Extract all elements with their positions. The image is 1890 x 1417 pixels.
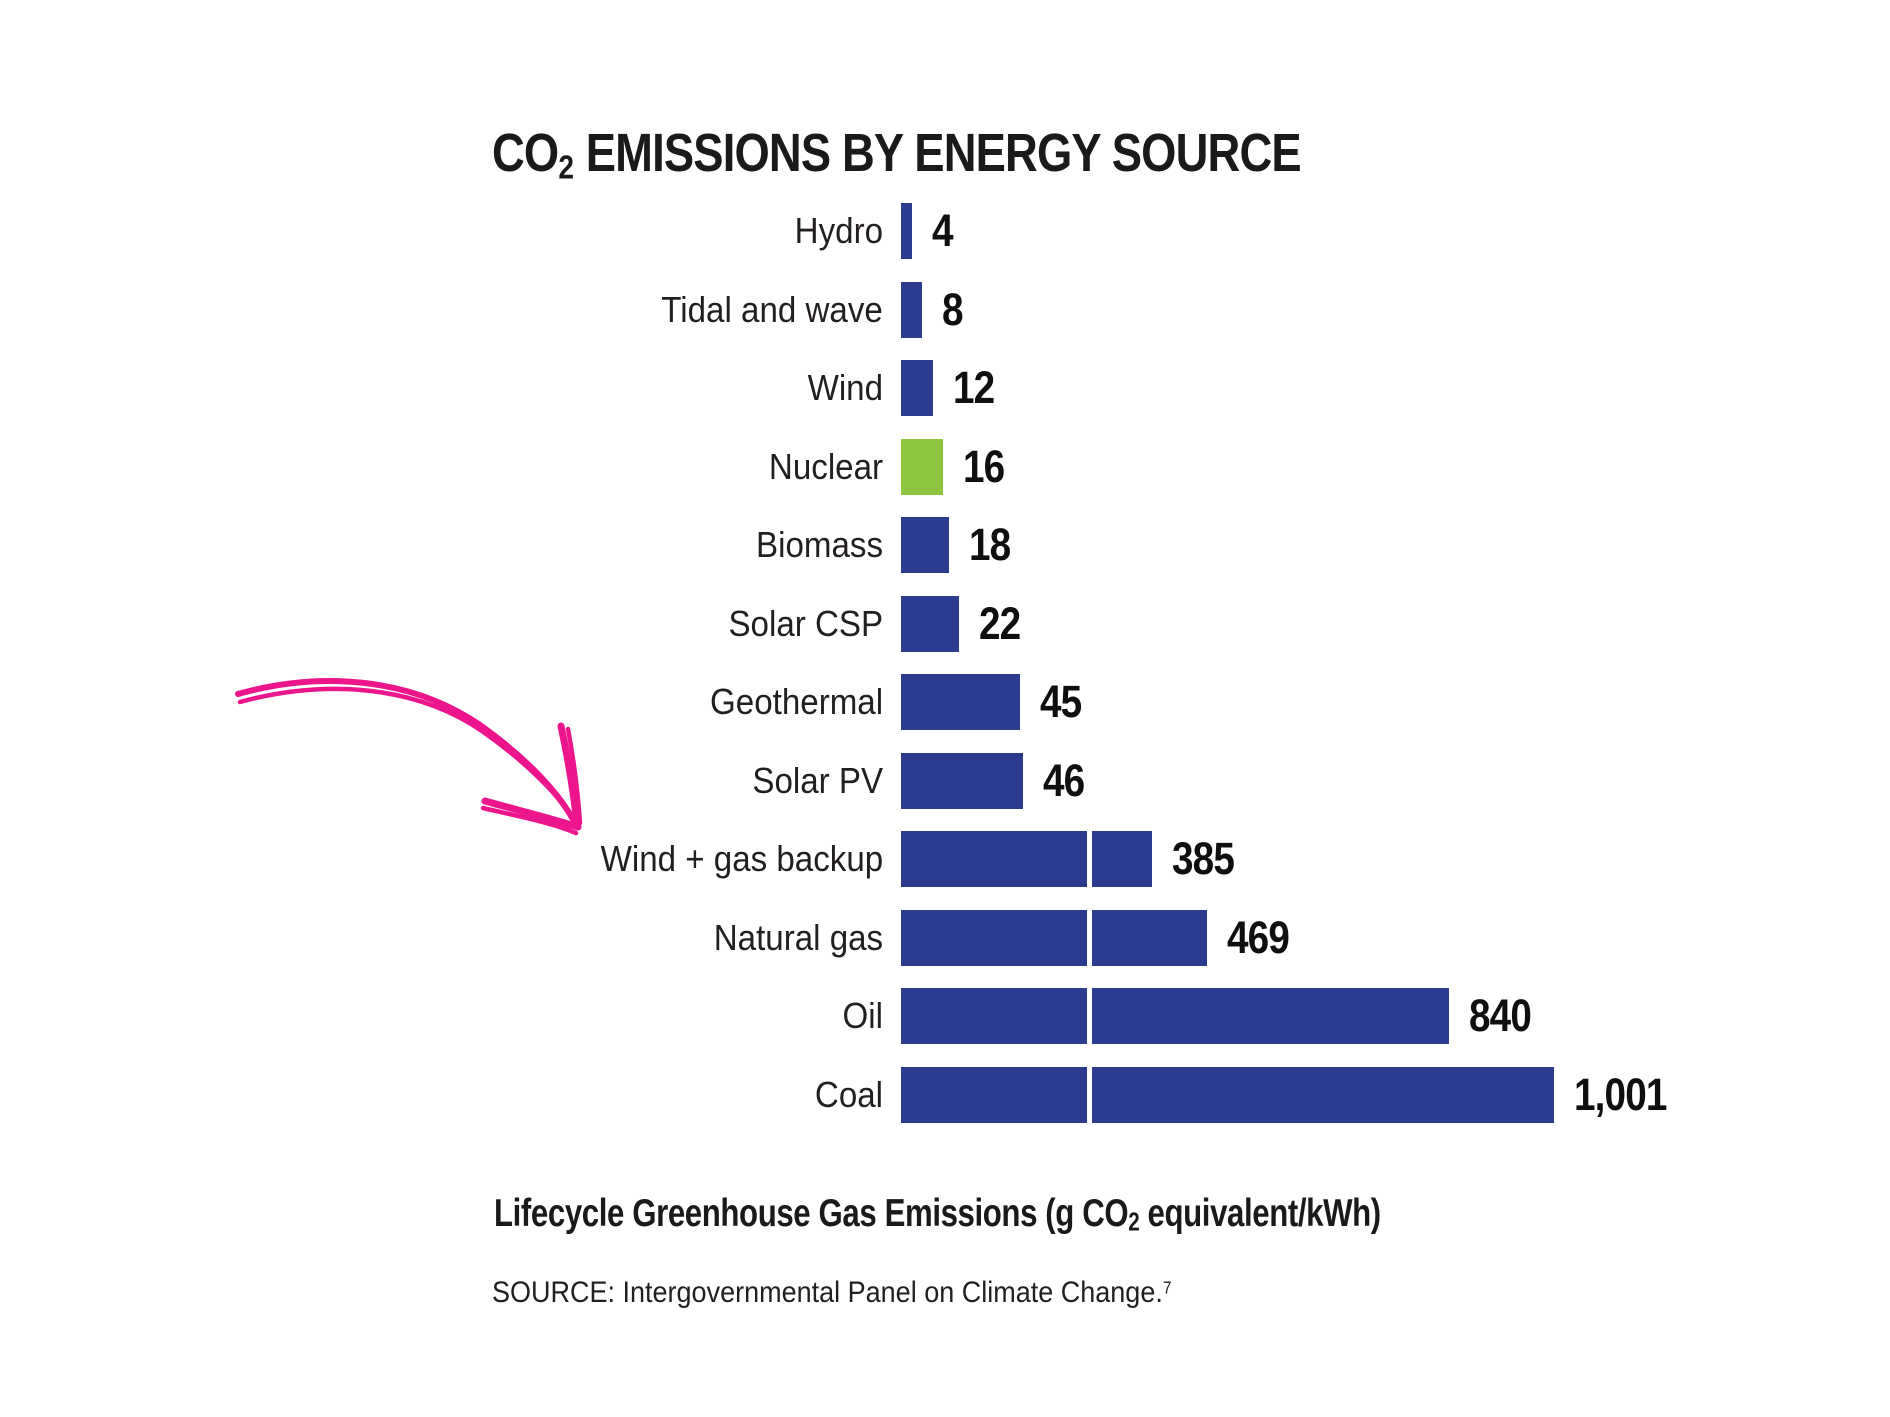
category-label: Wind	[807, 367, 883, 408]
value-label: 840	[1468, 990, 1532, 1041]
bar-segment-right	[1092, 988, 1449, 1044]
category-label: Nuclear	[768, 445, 883, 487]
chart-title-prefix: CO	[492, 123, 559, 183]
value-label: 8	[942, 283, 964, 335]
arrow-stroke-1	[235, 678, 579, 828]
arrow-barb-upper-2	[565, 726, 583, 826]
category-label: Solar PV	[752, 759, 883, 801]
category-label: Oil	[842, 995, 883, 1036]
axis-label-rest: equivalent/kWh)	[1139, 1192, 1382, 1235]
hand-drawn-arrow-annotation	[235, 678, 583, 836]
value-label: 469	[1226, 911, 1290, 963]
bar	[901, 281, 923, 338]
category-label: Wind + gas backup	[600, 838, 883, 879]
value-label: 45	[1040, 676, 1082, 727]
axis-label-prefix: Lifecycle Greenhouse Gas Emissions (g CO	[494, 1192, 1129, 1235]
value-label: 12	[952, 362, 995, 413]
value-label: 16	[963, 440, 1005, 492]
bar	[901, 674, 1021, 730]
value-label: 22	[979, 597, 1021, 649]
bar-segment-left	[901, 1066, 1087, 1123]
chart-title-rest: EMISSIONS BY ENERGY SOURCE	[574, 123, 1302, 183]
chart-title-subscript: 2	[558, 149, 575, 187]
bar-segment-left	[901, 909, 1087, 966]
category-label: Solar CSP	[728, 602, 883, 644]
bar-segment-left	[901, 831, 1087, 887]
value-label: 1,001	[1573, 1068, 1667, 1120]
source-text: SOURCE: Intergovernmental Panel on Clima…	[492, 1276, 1163, 1309]
bar-segment-right	[1092, 831, 1152, 887]
category-label: Natural gas	[713, 916, 883, 958]
bar	[901, 517, 949, 573]
axis-label-subscript: 2	[1128, 1208, 1140, 1237]
source-note: SOURCE: Intergovernmental Panel on Clima…	[492, 1276, 1172, 1310]
category-label: Hydro	[794, 210, 883, 251]
category-label: Geothermal	[709, 681, 883, 722]
bar	[901, 595, 960, 652]
bar	[901, 203, 912, 259]
bar-segment-right	[1092, 909, 1207, 966]
value-label: 18	[968, 519, 1011, 570]
arrow-stroke-2	[237, 686, 581, 830]
bar	[901, 752, 1023, 809]
axis-label: Lifecycle Greenhouse Gas Emissions (g CO…	[494, 1192, 1381, 1238]
value-label: 385	[1171, 833, 1235, 884]
category-label: Coal	[814, 1073, 883, 1115]
source-superscript: 7	[1162, 1277, 1172, 1298]
arrow-barb-lower-2	[480, 805, 579, 836]
arrow-barb-upper-1	[557, 722, 581, 829]
value-label: 46	[1042, 754, 1085, 806]
value-label: 4	[931, 205, 954, 256]
bar-segment-left	[901, 988, 1087, 1044]
chart-title: CO2 EMISSIONS BY ENERGY SOURCE	[492, 122, 1302, 187]
bar-segment-right	[1092, 1066, 1554, 1123]
bar	[901, 360, 933, 416]
category-label: Biomass	[755, 524, 883, 565]
category-label: Tidal and wave	[661, 288, 883, 330]
arrow-barb-lower-1	[481, 797, 582, 831]
bar	[901, 438, 944, 495]
